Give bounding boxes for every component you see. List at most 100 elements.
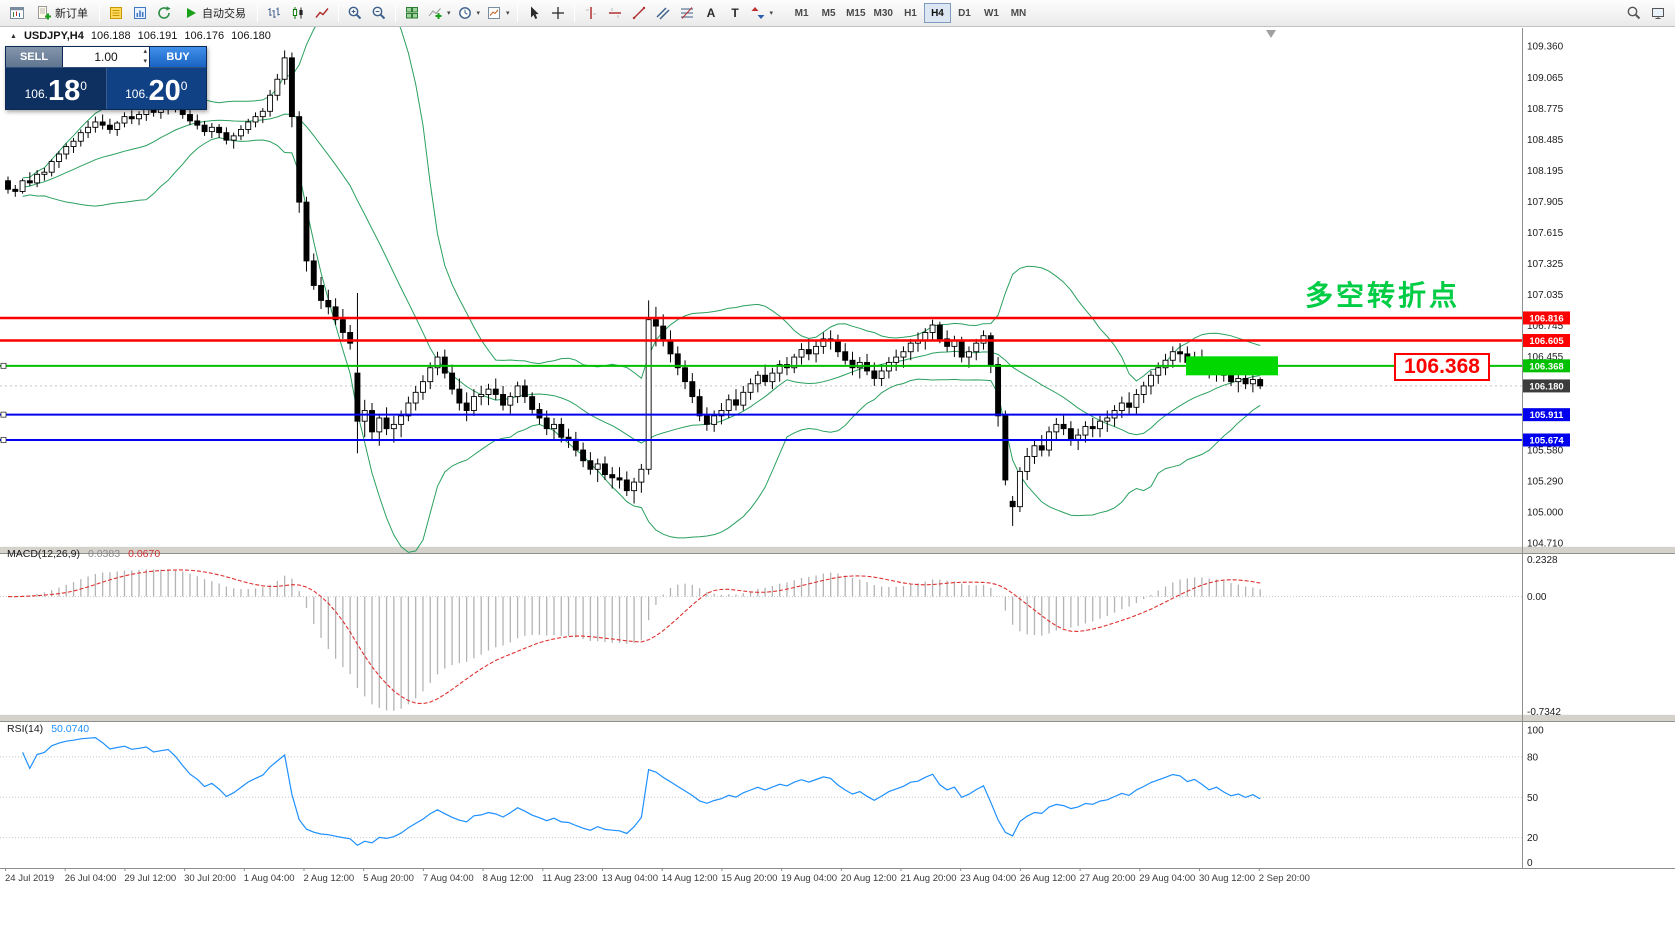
crosshair-icon [551, 7, 564, 19]
svg-text:0: 0 [1527, 858, 1533, 869]
buy-button[interactable]: BUY [149, 47, 206, 67]
zoom-out-button[interactable] [367, 2, 391, 24]
svg-text:109.065: 109.065 [1527, 73, 1564, 84]
toolbar-separator [257, 4, 258, 22]
line-chart-button[interactable] [310, 2, 334, 24]
vertical-line-tool-button[interactable] [579, 2, 603, 24]
tile-windows-button[interactable] [400, 2, 424, 24]
timeframe-button-h4[interactable]: H4 [923, 3, 951, 23]
bars-chart-button[interactable] [262, 2, 286, 24]
volume-arrows[interactable]: ▴ ▾ [143, 47, 147, 67]
fibonacci-tool-button[interactable] [675, 2, 699, 24]
chart-window-button[interactable] [5, 2, 29, 24]
svg-text:A: A [706, 6, 715, 20]
chart-window-icon [10, 7, 24, 19]
buy-price-prefix: 106. [125, 87, 149, 101]
svg-text:106.455: 106.455 [1527, 352, 1564, 363]
bollinger-middle-line [22, 113, 1261, 444]
templates-icon [488, 7, 501, 19]
fibonacci-icon [680, 7, 693, 19]
svg-text:13 Aug 04:00: 13 Aug 04:00 [602, 873, 658, 884]
trendline-tool-button[interactable] [627, 2, 651, 24]
zoom-out-icon [372, 6, 386, 20]
sell-button[interactable]: SELL [6, 47, 63, 67]
timeframe-button-m15[interactable]: M15 [842, 3, 869, 23]
macd-value-signal: 0.0670 [128, 548, 161, 560]
timeframe-button-h1[interactable]: H1 [897, 3, 924, 23]
label-tool-icon: T [731, 6, 739, 20]
sell-price[interactable]: 106. 18 0 [6, 68, 107, 109]
price-open: 106.188 [90, 30, 131, 42]
price-low: 106.176 [184, 30, 225, 42]
text-tool-button[interactable]: A [699, 2, 723, 24]
svg-text:29 Jul 12:00: 29 Jul 12:00 [124, 873, 176, 884]
autotrading-button[interactable]: 自动交易 [176, 2, 253, 24]
zoom-in-button[interactable] [343, 2, 367, 24]
periods-button[interactable]: ▾ [454, 2, 484, 24]
arrows-tool-button[interactable]: ▾ [747, 2, 777, 24]
new-order-button[interactable]: 新订单 [29, 2, 95, 24]
timeframe-button-m30[interactable]: M30 [870, 3, 897, 23]
hline-objects[interactable] [0, 316, 1522, 443]
bars-chart-icon [268, 7, 280, 18]
market-watch-icon [110, 7, 122, 19]
workspace-button[interactable] [1646, 2, 1670, 24]
svg-text:27 Aug 20:00: 27 Aug 20:00 [1080, 873, 1136, 884]
buy-price[interactable]: 106. 20 0 [106, 68, 206, 109]
svg-text:30 Aug 12:00: 30 Aug 12:00 [1199, 873, 1255, 884]
navigator-button[interactable] [152, 2, 176, 24]
timeframe-button-m5[interactable]: M5 [815, 3, 842, 23]
svg-text:0.00: 0.00 [1527, 592, 1547, 603]
svg-text:30 Jul 20:00: 30 Jul 20:00 [184, 873, 236, 884]
svg-text:15 Aug 20:00: 15 Aug 20:00 [721, 873, 777, 884]
channel-tool-button[interactable] [651, 2, 675, 24]
svg-text:7 Aug 04:00: 7 Aug 04:00 [423, 873, 474, 884]
timeframe-button-mn[interactable]: MN [1005, 3, 1032, 23]
volume-up-icon[interactable]: ▴ [143, 48, 147, 55]
highlight-rectangle-object[interactable] [1186, 356, 1278, 376]
horizontal-line-tool-button[interactable] [603, 2, 627, 24]
macd-value-main: 0.0383 [87, 548, 121, 560]
dropdown-caret-icon: ▾ [476, 10, 481, 17]
arrows-icon [751, 7, 765, 19]
candles-chart-icon [292, 7, 303, 19]
toolbar-separator [516, 4, 518, 22]
svg-text:105.674: 105.674 [1529, 435, 1564, 446]
crosshair-button[interactable] [546, 2, 570, 24]
toolbar-right-group [1622, 2, 1670, 24]
svg-text:-0.7342: -0.7342 [1527, 707, 1561, 718]
timeframe-button-d1[interactable]: D1 [951, 3, 978, 23]
rsi-name: RSI(14) [7, 723, 44, 735]
search-button[interactable] [1622, 2, 1646, 24]
candles-chart-button[interactable] [286, 2, 310, 24]
svg-text:2 Sep 20:00: 2 Sep 20:00 [1259, 873, 1310, 884]
turning-point-annotation[interactable]: 多空转折点 [1305, 280, 1461, 311]
volume-down-icon[interactable]: ▾ [143, 58, 147, 65]
indicators-button[interactable]: ▾ [424, 2, 454, 24]
zoom-in-icon [348, 6, 362, 20]
templates-button[interactable]: ▾ [483, 2, 513, 24]
price-callout-label[interactable]: 106.368 [1394, 353, 1490, 381]
svg-text:105.290: 105.290 [1527, 477, 1564, 488]
time-axis[interactable]: 24 Jul 2019 26 Jul 04:00 29 Jul 12:00 30 Ju… [5, 868, 1310, 884]
market-watch-button[interactable] [104, 2, 128, 24]
volume-value[interactable]: 1.00 [94, 50, 118, 64]
symbol-marker-icon: ▲ [10, 32, 17, 40]
dropdown-caret-icon: ▾ [769, 10, 774, 17]
svg-text:23 Aug 04:00: 23 Aug 04:00 [960, 873, 1016, 884]
timeframe-button-m1[interactable]: M1 [788, 3, 815, 23]
volume-stepper[interactable]: 1.00 ▴ ▾ [63, 47, 149, 67]
svg-text:107.325: 107.325 [1527, 259, 1564, 270]
dropdown-caret-icon: ▾ [506, 10, 510, 17]
one-click-trading-panel: SELL 1.00 ▴ ▾ BUY 106. 18 0 106. 20 0 [5, 46, 207, 110]
cursor-button[interactable] [522, 2, 546, 24]
symbol-info: ▲ USDJPY,H4 106.188 106.191 106.176 106.… [10, 30, 271, 42]
data-window-button[interactable] [128, 2, 152, 24]
chart-shift-marker[interactable] [1266, 30, 1276, 38]
label-tool-button[interactable]: T [723, 2, 747, 24]
timeframe-button-w1[interactable]: W1 [978, 3, 1005, 23]
sell-price-sup: 0 [80, 79, 87, 93]
toolbar-separator [99, 4, 100, 22]
vertical-line-icon [585, 7, 596, 19]
